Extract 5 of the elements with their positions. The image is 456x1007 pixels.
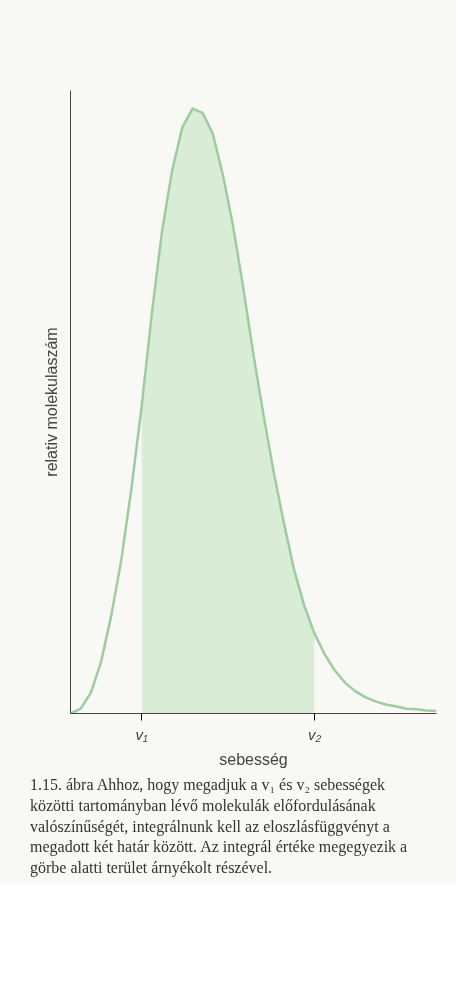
x-tick-label: v₂	[307, 725, 322, 743]
x-axis-title: sebesség	[219, 750, 288, 768]
text: 1.15. ábra Ahhoz, hogy megadjuk a v₁ és v₂ sebességek közötti tartományban lévő molekulák előfordulásának valószínűségét, integrálnunk kell az eloszlásfüggvényt a megadott két határ között. Az integrál értéke megegyezik a görbe alatti terület árnyékolt részével.	[30, 775, 409, 879]
y-axis-title: relativ molekulaszám	[42, 327, 60, 477]
x-tick-label: v₁	[135, 725, 149, 743]
